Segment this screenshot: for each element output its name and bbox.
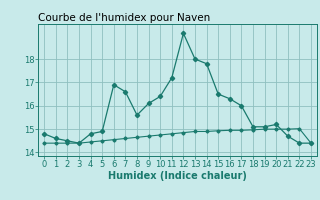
Text: Courbe de l'humidex pour Naven: Courbe de l'humidex pour Naven [38, 13, 211, 23]
X-axis label: Humidex (Indice chaleur): Humidex (Indice chaleur) [108, 171, 247, 181]
